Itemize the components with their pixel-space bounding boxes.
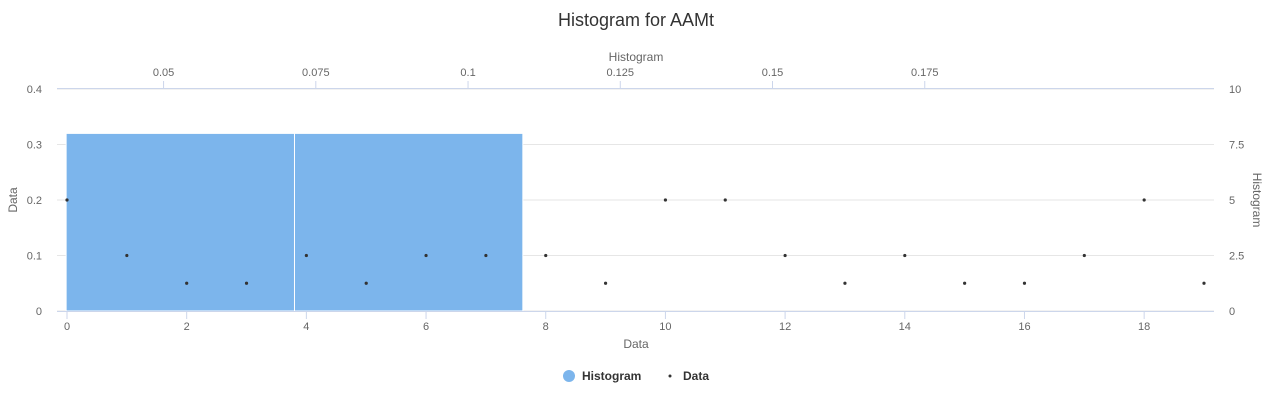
- y-left-tick-label: 0.2: [27, 195, 42, 207]
- data-point: [1022, 281, 1027, 285]
- histogram-bar: [65, 132, 295, 312]
- x-bottom-axis-title: Data: [623, 337, 649, 351]
- data-point: [364, 281, 368, 285]
- data-point: [1142, 198, 1146, 202]
- x-bottom-tick-label: 8: [543, 321, 549, 333]
- x-top-tick-label: 0.05: [153, 67, 174, 79]
- data-point: [185, 281, 189, 285]
- y-right-tick-label: 2.5: [1229, 251, 1244, 263]
- x-bottom-tick-label: 0: [64, 321, 70, 333]
- data-point: [783, 253, 787, 258]
- x-bottom-tick-label: 4: [303, 321, 309, 333]
- data-point: [125, 253, 129, 258]
- y-left-tick-label: 0.3: [27, 140, 42, 152]
- data-point: [723, 198, 727, 202]
- data-point: [424, 253, 428, 258]
- data-point: [603, 281, 608, 285]
- x-top-tick-label: 0.1: [460, 67, 475, 79]
- data-point: [544, 253, 548, 258]
- x-bottom-tick-label: 14: [899, 321, 911, 333]
- x-top-tick-label: 0.15: [762, 67, 783, 79]
- x-bottom-tick-label: 2: [184, 321, 190, 333]
- data-point: [1082, 253, 1086, 258]
- data-point: [843, 281, 847, 285]
- data-point: [65, 198, 69, 202]
- y-left-tick-label: 0.1: [27, 251, 42, 263]
- data-point: [963, 281, 967, 285]
- x-bottom-tick-label: 16: [1018, 321, 1030, 333]
- y-right-tick-label: 0: [1229, 306, 1235, 318]
- data-point: [903, 253, 907, 258]
- legend-item-data[interactable]: Data: [668, 369, 710, 383]
- y-right-axis-title: Histogram: [1250, 173, 1264, 228]
- data-point: [304, 253, 308, 258]
- histogram-bar: [293, 132, 524, 312]
- x-bottom-tick-label: 6: [423, 321, 429, 333]
- y-right-tick-label: 5: [1229, 195, 1235, 207]
- legend-histogram-swatch: [563, 370, 575, 382]
- legend-histogram-label: Histogram: [582, 369, 641, 383]
- x-top-tick-label: 0.075: [302, 67, 330, 79]
- data-point: [244, 281, 249, 285]
- data-point: [663, 198, 668, 202]
- y-left-axis-title: Data: [6, 187, 20, 213]
- y-left-tick-label: 0: [36, 306, 42, 318]
- histogram-bins: [65, 132, 524, 312]
- legend-data-swatch: [668, 374, 672, 378]
- legend-data-label: Data: [683, 369, 709, 383]
- y-right-tick-label: 10: [1229, 84, 1241, 96]
- y-left-tick-label: 0.4: [27, 84, 42, 96]
- legend: Histogram Data: [563, 369, 709, 383]
- x-top-axis-title: Histogram: [609, 50, 664, 64]
- legend-item-histogram[interactable]: Histogram: [563, 369, 641, 383]
- data-points: [65, 198, 1206, 285]
- axes: 0 0.1 0.2 0.3 0.4 0 2.5 5 7.5 10 0 2 4 6 8 10 12 14 16 18 0.…: [27, 67, 1245, 333]
- x-top-tick-label: 0.175: [911, 67, 939, 79]
- x-bottom-tick-label: 10: [659, 321, 671, 333]
- y-right-tick-label: 7.5: [1229, 140, 1244, 152]
- chart-title: Histogram for AAMt: [558, 10, 714, 30]
- x-bottom-tick-label: 18: [1138, 321, 1150, 333]
- data-point: [484, 253, 488, 258]
- data-point: [1202, 281, 1206, 285]
- x-bottom-tick-label: 12: [779, 321, 791, 333]
- x-top-tick-label: 0.125: [607, 67, 635, 79]
